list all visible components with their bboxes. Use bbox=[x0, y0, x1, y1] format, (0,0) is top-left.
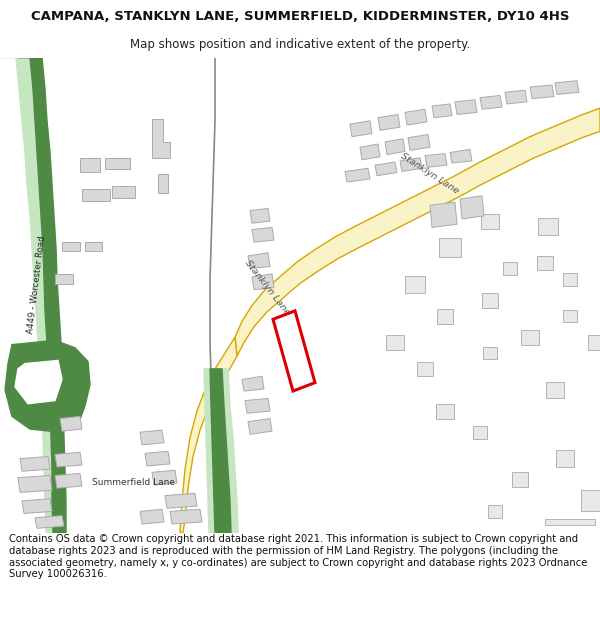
Polygon shape bbox=[488, 505, 502, 518]
Text: Summerfield Lane: Summerfield Lane bbox=[92, 478, 175, 488]
Polygon shape bbox=[210, 369, 231, 532]
Polygon shape bbox=[563, 310, 577, 322]
Polygon shape bbox=[60, 416, 82, 431]
Polygon shape bbox=[400, 158, 422, 171]
Polygon shape bbox=[18, 58, 66, 532]
Polygon shape bbox=[152, 470, 177, 485]
Polygon shape bbox=[537, 256, 553, 270]
Polygon shape bbox=[0, 58, 600, 532]
Polygon shape bbox=[250, 209, 270, 223]
Polygon shape bbox=[455, 100, 477, 114]
Polygon shape bbox=[481, 214, 499, 229]
Polygon shape bbox=[55, 274, 73, 284]
Polygon shape bbox=[180, 338, 237, 532]
Polygon shape bbox=[140, 430, 164, 445]
Text: CAMPANA, STANKLYN LANE, SUMMERFIELD, KIDDERMINSTER, DY10 4HS: CAMPANA, STANKLYN LANE, SUMMERFIELD, KID… bbox=[31, 9, 569, 22]
Polygon shape bbox=[546, 381, 564, 399]
Polygon shape bbox=[405, 109, 427, 125]
Polygon shape bbox=[521, 330, 539, 344]
Polygon shape bbox=[385, 139, 405, 154]
Polygon shape bbox=[252, 228, 274, 242]
Polygon shape bbox=[437, 309, 453, 324]
Polygon shape bbox=[512, 472, 528, 487]
Polygon shape bbox=[152, 119, 170, 158]
Polygon shape bbox=[158, 174, 168, 192]
Polygon shape bbox=[248, 253, 270, 269]
Polygon shape bbox=[375, 162, 397, 176]
Polygon shape bbox=[345, 168, 370, 182]
Polygon shape bbox=[15, 361, 62, 404]
Polygon shape bbox=[35, 516, 64, 528]
Text: Stanklyn Lane: Stanklyn Lane bbox=[399, 151, 461, 196]
Polygon shape bbox=[425, 154, 447, 168]
Text: A449 - Worcester Road: A449 - Worcester Road bbox=[26, 235, 47, 334]
Polygon shape bbox=[530, 85, 554, 99]
Polygon shape bbox=[5, 341, 90, 432]
Polygon shape bbox=[588, 335, 600, 350]
Polygon shape bbox=[563, 273, 577, 286]
Polygon shape bbox=[405, 276, 425, 293]
Polygon shape bbox=[408, 134, 430, 151]
Polygon shape bbox=[55, 473, 82, 488]
Polygon shape bbox=[140, 509, 164, 524]
Polygon shape bbox=[22, 499, 52, 514]
Polygon shape bbox=[235, 108, 600, 356]
Polygon shape bbox=[350, 121, 372, 137]
Polygon shape bbox=[386, 335, 404, 350]
Polygon shape bbox=[112, 186, 135, 198]
Polygon shape bbox=[505, 90, 527, 104]
Polygon shape bbox=[378, 114, 400, 131]
Polygon shape bbox=[503, 262, 517, 275]
Polygon shape bbox=[105, 158, 130, 169]
Polygon shape bbox=[252, 274, 274, 290]
Text: Map shows position and indicative extent of the property.: Map shows position and indicative extent… bbox=[130, 38, 470, 51]
Polygon shape bbox=[55, 452, 82, 467]
Polygon shape bbox=[460, 196, 484, 219]
Polygon shape bbox=[545, 519, 595, 525]
Polygon shape bbox=[538, 218, 558, 235]
Polygon shape bbox=[360, 144, 380, 160]
Polygon shape bbox=[242, 376, 264, 391]
Polygon shape bbox=[581, 490, 600, 511]
Polygon shape bbox=[483, 347, 497, 359]
Polygon shape bbox=[430, 202, 457, 228]
Polygon shape bbox=[439, 238, 461, 257]
Text: Contains OS data © Crown copyright and database right 2021. This information is : Contains OS data © Crown copyright and d… bbox=[9, 534, 587, 579]
Polygon shape bbox=[480, 96, 502, 109]
Polygon shape bbox=[145, 451, 170, 466]
Polygon shape bbox=[204, 369, 238, 532]
Polygon shape bbox=[417, 362, 433, 376]
Polygon shape bbox=[18, 476, 52, 492]
Polygon shape bbox=[80, 158, 100, 171]
Polygon shape bbox=[450, 149, 472, 163]
Polygon shape bbox=[62, 242, 80, 251]
Polygon shape bbox=[556, 450, 574, 467]
Polygon shape bbox=[0, 58, 61, 532]
Polygon shape bbox=[248, 419, 272, 434]
Polygon shape bbox=[436, 404, 454, 419]
Polygon shape bbox=[482, 293, 498, 308]
Polygon shape bbox=[82, 189, 110, 201]
Text: Stanklyn Lane: Stanklyn Lane bbox=[243, 258, 291, 317]
Polygon shape bbox=[473, 426, 487, 439]
Polygon shape bbox=[20, 456, 50, 471]
Polygon shape bbox=[85, 242, 102, 251]
Polygon shape bbox=[165, 494, 197, 508]
Polygon shape bbox=[170, 509, 202, 524]
Polygon shape bbox=[245, 399, 270, 413]
Polygon shape bbox=[555, 81, 579, 94]
Polygon shape bbox=[432, 104, 452, 118]
